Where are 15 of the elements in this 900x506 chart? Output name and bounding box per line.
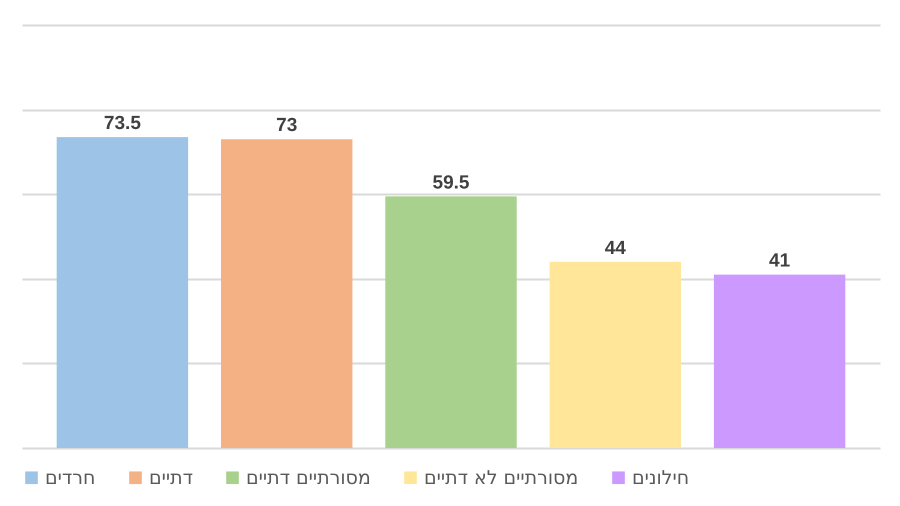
data-label: 73	[276, 115, 298, 136]
bar	[56, 137, 188, 448]
bar	[550, 262, 682, 448]
data-label: 73.5	[104, 113, 142, 134]
bar	[714, 274, 846, 448]
legend-label: דתיים	[149, 466, 193, 489]
legend-label: מסורתיים לא דתיים	[424, 466, 578, 489]
bar	[220, 139, 352, 448]
legend-label: חרדים	[45, 466, 96, 489]
legend-label: חילונים	[632, 466, 690, 489]
data-label: 44	[604, 238, 626, 259]
data-label: 41	[769, 250, 791, 272]
bar	[385, 196, 517, 448]
data-label: 59.5	[432, 172, 470, 194]
legend-label: מסורתיים דתיים	[246, 466, 371, 489]
